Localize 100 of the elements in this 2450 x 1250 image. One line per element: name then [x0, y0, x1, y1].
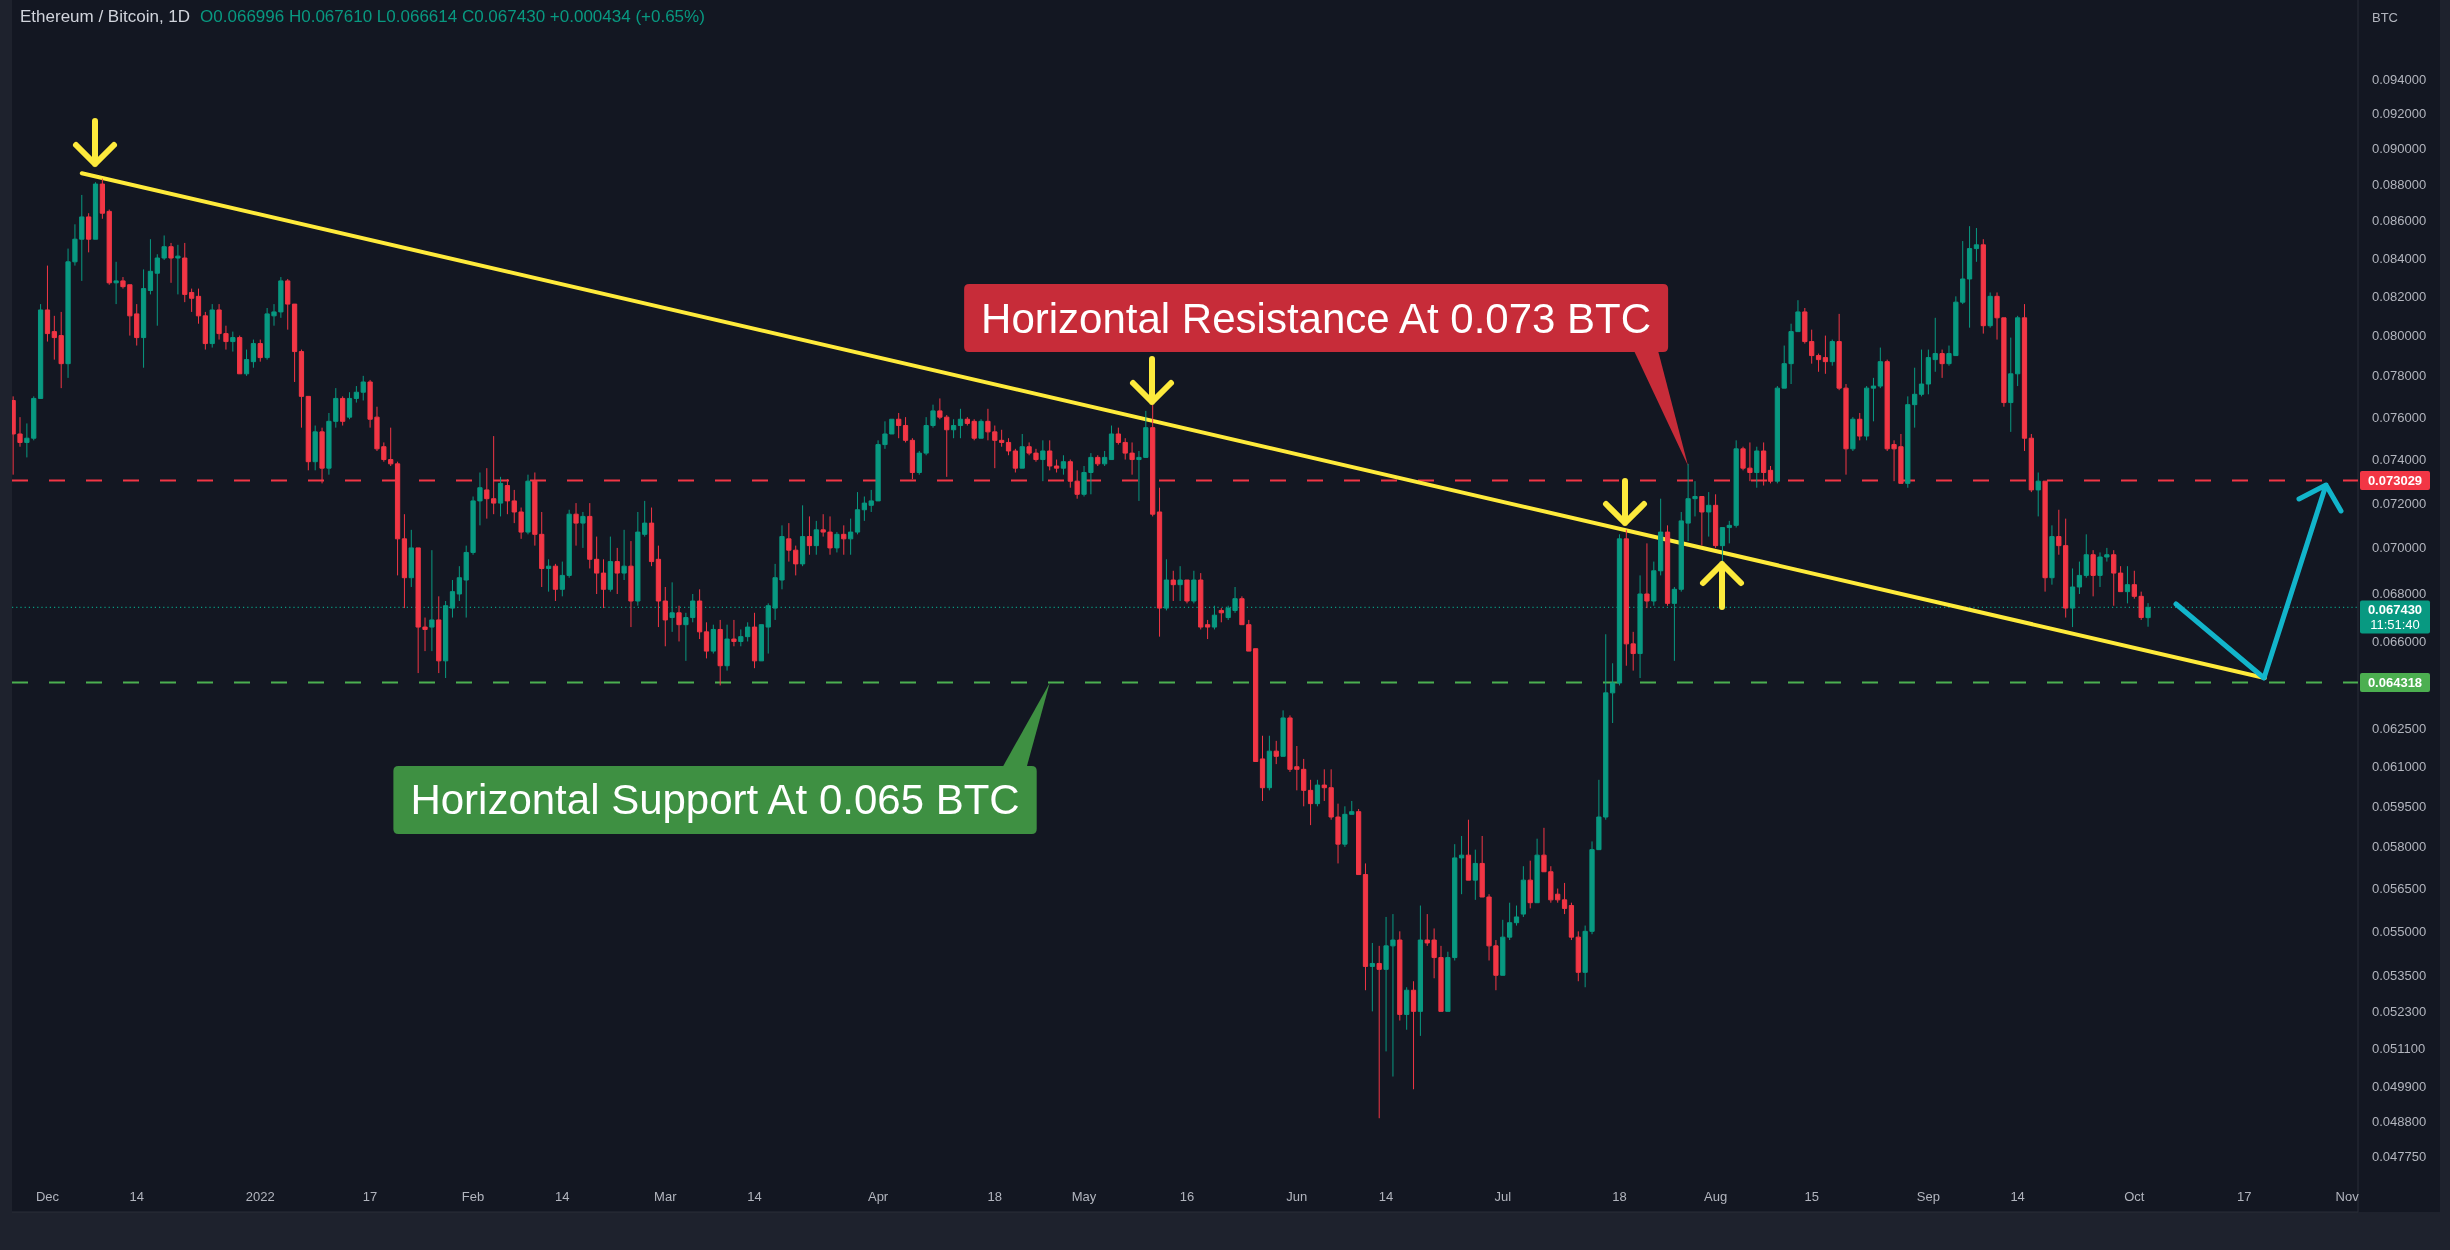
candlestick — [1053, 459, 1060, 473]
candlestick — [2021, 303, 2028, 452]
candlestick — [1637, 574, 1643, 679]
candlestick — [1012, 448, 1019, 473]
x-tick-label: 14 — [747, 1188, 762, 1204]
candlestick — [628, 540, 634, 628]
candlestick — [1520, 865, 1526, 918]
candlestick — [607, 536, 613, 593]
candlestick — [621, 529, 627, 581]
candlestick — [436, 595, 442, 674]
candlestick — [140, 268, 147, 369]
candlestick — [1273, 740, 1279, 765]
candlestick — [2069, 567, 2076, 628]
candlestick — [573, 502, 579, 547]
candlestick — [1877, 347, 1883, 389]
candlestick — [950, 418, 957, 439]
candlestick — [1170, 570, 1176, 602]
x-tick-label: 17 — [362, 1188, 378, 1204]
candlestick — [1857, 412, 1863, 441]
candlestick — [2049, 524, 2055, 586]
candlestick — [957, 408, 964, 439]
candlestick — [1850, 416, 1856, 452]
x-tick-label: Oct — [2124, 1188, 2145, 1204]
candlestick — [2028, 433, 2034, 493]
candlestick — [724, 624, 730, 672]
y-tick-label: 0.049900 — [2372, 1078, 2427, 1094]
candlestick — [1966, 225, 1973, 329]
candlestick — [1699, 496, 1705, 547]
candlestick — [305, 395, 311, 471]
candlestick — [86, 212, 92, 253]
ref-line-label: 0.064318 — [2367, 675, 2423, 690]
candlestick — [2124, 565, 2131, 604]
candlestick — [1005, 437, 1012, 456]
candlestick — [1040, 439, 1046, 482]
x-tick-label: Jul — [1494, 1188, 1512, 1204]
y-tick-label: 0.062500 — [2372, 720, 2427, 736]
y-tick-label: 0.059500 — [2372, 798, 2427, 814]
candlestick — [676, 605, 682, 642]
x-tick-label: 14 — [129, 1188, 144, 1204]
candlestick — [580, 511, 586, 549]
x-tick-label: 14 — [555, 1188, 570, 1204]
y-tick-label: 0.086000 — [2372, 213, 2427, 229]
x-tick-label: Apr — [867, 1188, 889, 1204]
candlestick — [655, 545, 662, 628]
x-tick-label: 18 — [1612, 1188, 1627, 1204]
candlestick — [147, 238, 154, 295]
candlestick — [1376, 945, 1382, 1119]
candlestick — [1410, 980, 1417, 1090]
candlestick — [230, 331, 236, 353]
candlestick — [168, 242, 174, 284]
y-tick-label: 0.055000 — [2372, 923, 2427, 939]
candlestick — [1369, 942, 1375, 1012]
candlestick — [1266, 735, 1273, 791]
candlestick — [648, 507, 655, 567]
candlestick — [841, 524, 847, 556]
candlestick — [1177, 565, 1183, 602]
candlestick — [1513, 905, 1520, 927]
candlestick — [1472, 849, 1478, 901]
candlestick — [1973, 227, 1980, 263]
candlestick — [202, 311, 208, 351]
candlestick — [1019, 433, 1025, 469]
candlestick — [1980, 238, 1986, 335]
candlestick — [1918, 349, 1925, 397]
candlestick — [1150, 404, 1156, 517]
candlestick — [1280, 709, 1286, 757]
candlestick — [696, 588, 703, 640]
x-tick-label: May — [1071, 1188, 1097, 1204]
x-tick-label: Feb — [461, 1188, 485, 1204]
y-tick-label: 0.090000 — [2372, 140, 2427, 156]
y-tick-label: 0.056500 — [2372, 881, 2427, 897]
candlestick — [312, 425, 318, 471]
candlestick — [710, 624, 716, 655]
y-tick-label: 0.052300 — [2372, 1003, 2427, 1019]
candlestick — [751, 612, 758, 669]
candlestick — [1829, 339, 1835, 367]
candlestick — [1754, 446, 1760, 489]
y-tick-label: 0.058000 — [2372, 839, 2427, 855]
candlestick — [1404, 986, 1410, 1031]
x-tick-label: Jun — [1286, 1188, 1308, 1204]
candlestick — [1060, 454, 1067, 476]
candlestick — [834, 531, 840, 553]
y-tick-label: 0.074000 — [2372, 452, 2427, 468]
candlestick — [1108, 425, 1115, 461]
candlestick — [662, 586, 668, 647]
y-tick-label: 0.061000 — [2372, 759, 2427, 775]
x-tick-label: 14 — [2010, 1188, 2025, 1204]
candlestick — [1815, 353, 1822, 373]
candlestick — [799, 504, 806, 567]
candlestick — [209, 303, 215, 349]
candlestick — [1417, 905, 1424, 1037]
y-tick-label: 0.076000 — [2372, 409, 2427, 425]
candlestick — [1706, 491, 1712, 538]
candlestick — [1575, 930, 1581, 982]
candlestick — [1095, 454, 1101, 467]
y-tick-label: 0.094000 — [2372, 71, 2427, 87]
y-axis-title: BTC — [2372, 9, 2398, 25]
y-tick-label: 0.048800 — [2372, 1114, 2427, 1129]
candlestick — [408, 529, 414, 588]
ref-line-label: 0.073029 — [2367, 473, 2423, 489]
candlestick — [2035, 471, 2041, 517]
